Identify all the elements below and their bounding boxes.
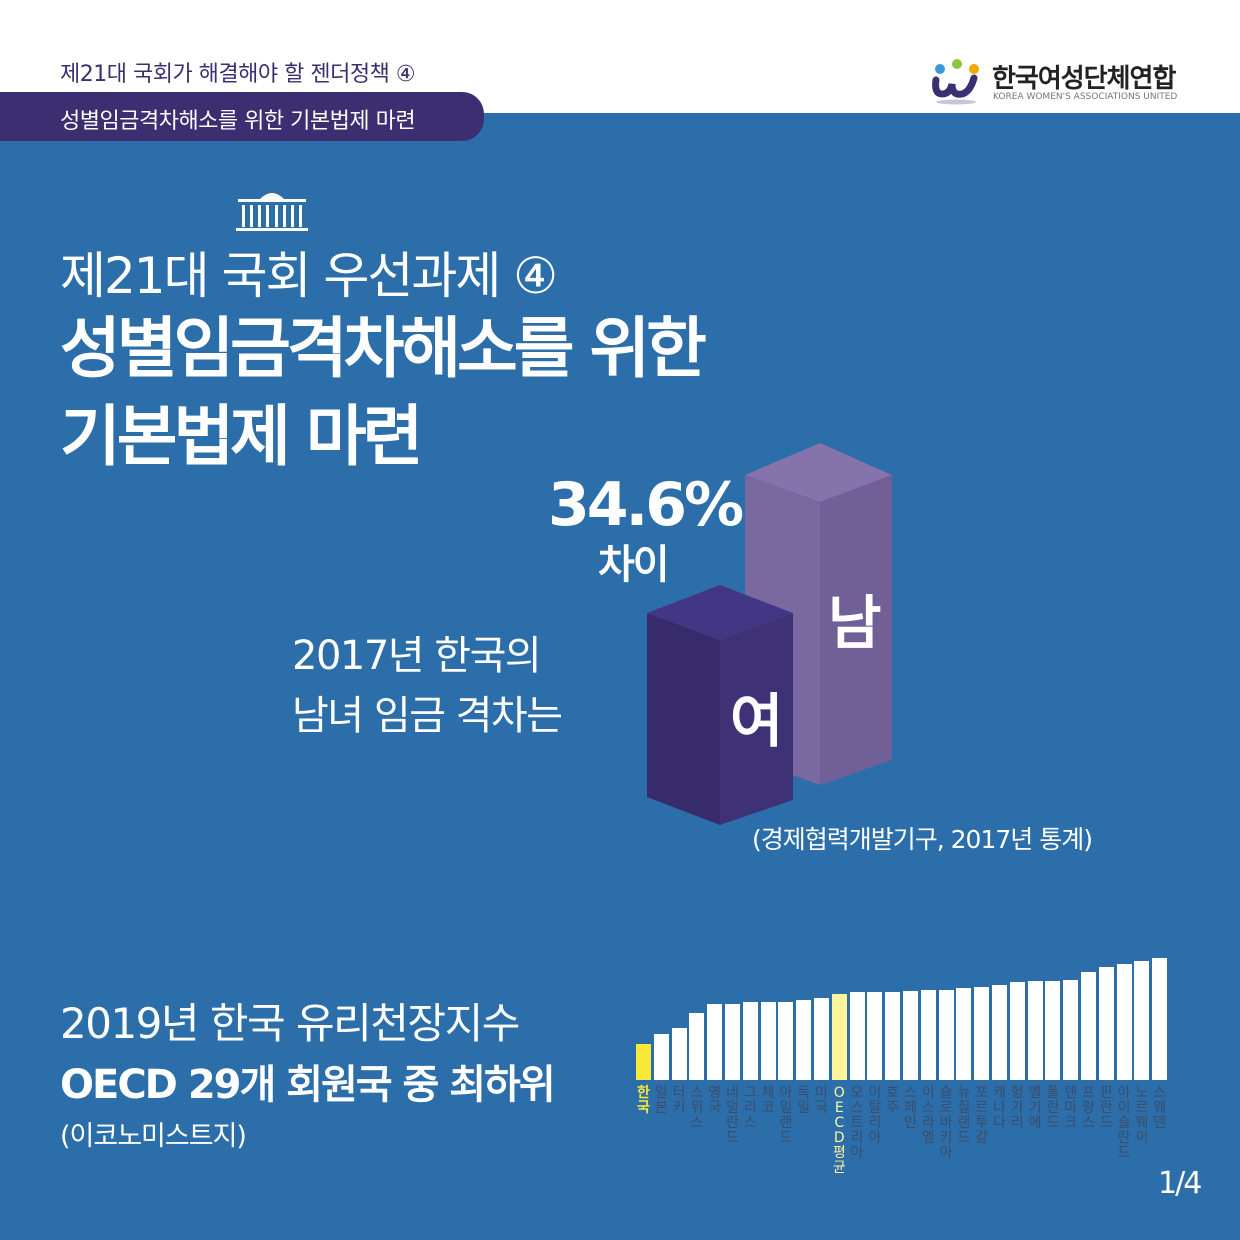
- bar-label: 오스트리아: [850, 1085, 864, 1161]
- bar-label: 체코: [761, 1085, 775, 1116]
- bar-label: 일본: [654, 1085, 668, 1116]
- bar-label: 헝가리: [1010, 1085, 1024, 1131]
- bottom-line1: 2019년 한국 유리천장지수: [60, 999, 520, 1048]
- bar-이스라엘: [920, 989, 936, 1080]
- bar-label: 핀란드: [1099, 1085, 1113, 1131]
- page-indicator: 1/4: [1158, 1166, 1202, 1201]
- glass-ceiling-chart: 한국 일본 터키 스위스 영국 네덜란드 그리스 체코 아일랜드 독일 미국 OECD평균 오스트리아 이…: [630, 940, 1170, 1200]
- bar-포르투갈: [974, 986, 990, 1080]
- bar-체코: [760, 1002, 776, 1080]
- bar-label: 영국: [708, 1085, 722, 1116]
- bar-호주: [885, 992, 901, 1080]
- bar-오스트리아: [849, 992, 865, 1080]
- bar-OECD평균: [831, 993, 847, 1080]
- lead-line2: 남녀 임금 격차는: [292, 693, 563, 739]
- bar-label: 폴란드: [1046, 1085, 1060, 1131]
- bar-label: 아이슬란드: [1117, 1085, 1131, 1161]
- gap-label: 차이: [598, 542, 670, 588]
- bar-뉴질랜드: [956, 988, 972, 1080]
- female-box-left: [647, 613, 720, 825]
- female-box-top: [647, 585, 793, 640]
- gap-percent: 34.6%: [548, 470, 744, 540]
- bar-스웨덴: [1152, 958, 1168, 1080]
- title-line2: 성별임금격차해소를 위한: [60, 310, 707, 387]
- bar-label: 캐나다: [993, 1085, 1006, 1131]
- bar-헝가리: [1009, 982, 1025, 1080]
- bar-label: 벨기에: [1028, 1085, 1042, 1131]
- bar-label: 독일: [797, 1085, 811, 1116]
- male-label: 남: [828, 589, 882, 657]
- subtitle-pill: 성별임금격차해소를 위한 기본법제 마련: [0, 92, 484, 141]
- bar-폴란드: [1045, 981, 1061, 1080]
- bar-슬로바키아: [938, 989, 954, 1080]
- bar-label: 덴마크: [1064, 1085, 1078, 1131]
- bar-label: 스위스: [690, 1085, 704, 1131]
- logo-name-kr: 한국여성단체연합: [992, 64, 1176, 94]
- bar-노르웨이: [1134, 960, 1150, 1080]
- bar-스위스: [689, 1012, 705, 1080]
- bar-아이슬란드: [1116, 963, 1132, 1080]
- title-line1: 제21대 국회 우선과제 ④: [60, 247, 558, 305]
- title-line3: 기본법제 마련: [60, 398, 423, 475]
- bar-스페인: [903, 991, 918, 1080]
- bar-아일랜드: [778, 1002, 794, 1080]
- male-box-top: [745, 443, 892, 502]
- bar-label: 한국: [637, 1085, 650, 1116]
- bar-영국: [707, 1003, 723, 1080]
- bottom-source: (이코노미스트지): [60, 1121, 247, 1152]
- bar-label: 아일랜드: [779, 1085, 793, 1146]
- male-box-right: [820, 475, 892, 785]
- bar-label: 프랑스: [1082, 1085, 1095, 1131]
- bar-label: 스웨덴: [1153, 1085, 1167, 1131]
- bottom-line2: OECD 29개 회원국 중 최하위: [60, 1062, 556, 1108]
- bar-label: 뉴질랜드: [957, 1085, 971, 1146]
- bar-label: 노르웨이: [1135, 1085, 1149, 1146]
- national-assembly-icon: [236, 193, 308, 231]
- bar-일본: [653, 1034, 669, 1080]
- bar-label: 포르투갈: [975, 1085, 989, 1146]
- subtitle-text: 성별임금격차해소를 위한 기본법제 마련: [60, 109, 416, 134]
- wage-gap-boxes: [647, 443, 892, 825]
- lead-line1: 2017년 한국의: [292, 633, 542, 679]
- bar-label: 그리스: [743, 1085, 757, 1131]
- bar-label: 터키: [672, 1085, 686, 1116]
- female-box-right: [720, 613, 793, 825]
- bar-그리스: [742, 1002, 758, 1080]
- bar-이탈리아: [867, 992, 883, 1080]
- bar-캐나다: [992, 985, 1007, 1080]
- bar-한국: [636, 1044, 651, 1080]
- logo: 한국여성단체연합 KOREA WOMEN'S ASSOCIATIONS UNIT…: [930, 56, 1190, 106]
- logo-mark-icon: [932, 59, 979, 105]
- bar-label: 스페인: [904, 1085, 917, 1131]
- bar-label: OECD평균: [832, 1085, 846, 1176]
- bar-프랑스: [1081, 972, 1096, 1080]
- bar-label: 이탈리아: [868, 1085, 882, 1146]
- bar-네덜란드: [725, 1003, 740, 1080]
- bar-덴마크: [1063, 979, 1079, 1080]
- source-note: (경제협력개발기구, 2017년 통계): [752, 825, 1093, 854]
- bar-벨기에: [1027, 981, 1043, 1080]
- bar-터키: [671, 1028, 687, 1080]
- bar-미국: [814, 998, 829, 1080]
- bar-label: 호주: [886, 1085, 900, 1116]
- bar-독일: [796, 999, 812, 1080]
- bar-label: 네덜란드: [726, 1085, 739, 1146]
- bar-label: 미국: [815, 1085, 828, 1116]
- bar-핀란드: [1098, 966, 1114, 1080]
- bar-label: 이스라엘: [921, 1085, 935, 1146]
- bar-label: 슬로바키아: [939, 1085, 953, 1161]
- female-label: 여: [730, 687, 784, 755]
- series-title: 제21대 국회가 해결해야 할 젠더정책 ④: [60, 62, 416, 87]
- logo-name-en: KOREA WOMEN'S ASSOCIATIONS UNITED: [993, 92, 1178, 102]
